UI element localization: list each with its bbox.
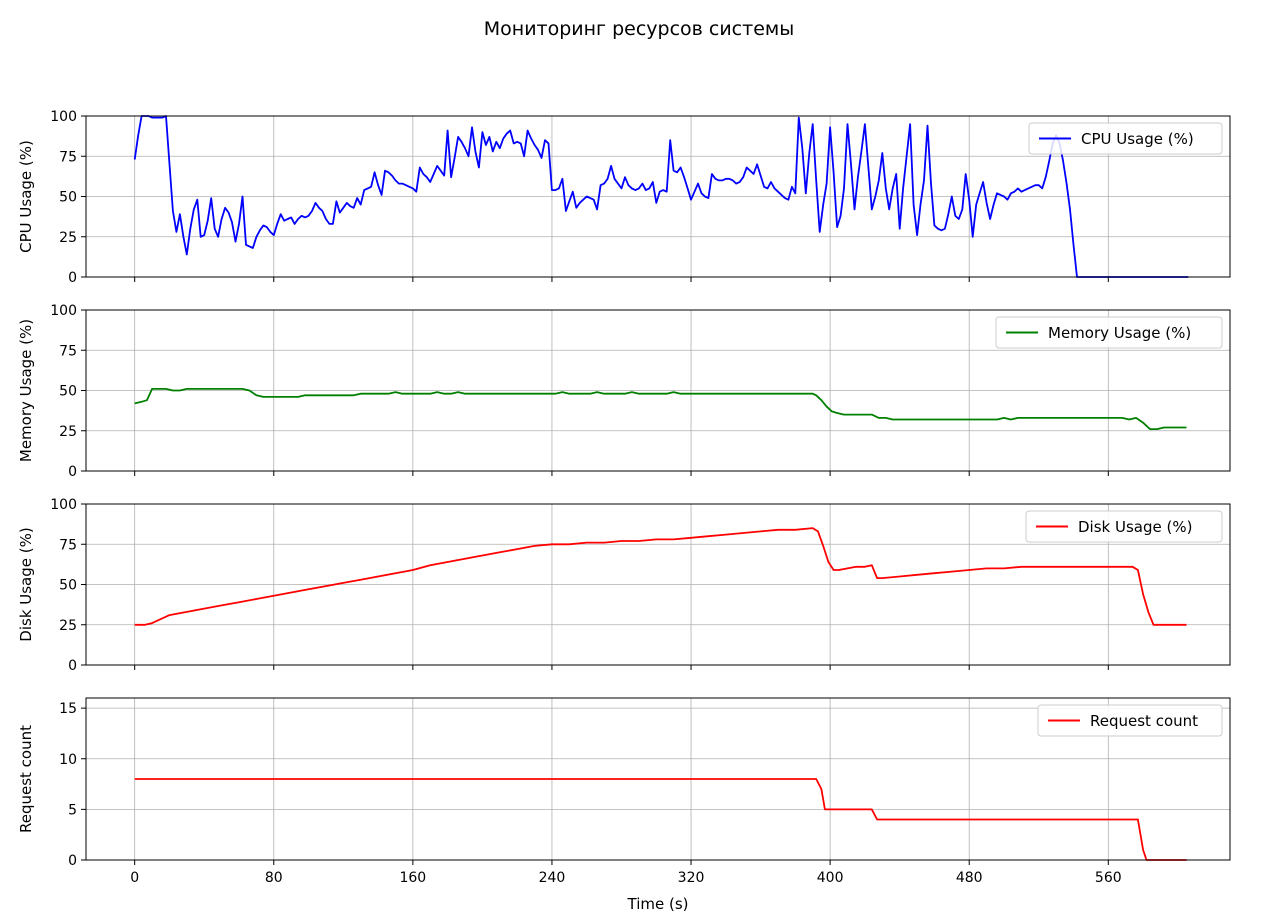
y-tick-label: 5: [68, 802, 77, 818]
chart-title: Мониторинг ресурсов системы: [484, 18, 794, 40]
y-tick-label: 75: [59, 537, 77, 553]
y-tick-label: 0: [68, 658, 77, 674]
x-axis-label: Time (s): [627, 895, 689, 913]
y-tick-label: 100: [50, 303, 77, 319]
legend-label: Request count: [1090, 712, 1198, 730]
x-tick-label: 80: [265, 870, 283, 886]
y-tick-label: 100: [50, 109, 77, 125]
y-tick-label: 75: [59, 343, 77, 359]
legend: Disk Usage (%): [1025, 510, 1223, 543]
plot-frame: [85, 697, 1231, 861]
x-tick-label: 0: [130, 870, 139, 886]
legend-label: CPU Usage (%): [1081, 130, 1194, 148]
panel-2: 0 25 50 75 100 Memory Usage (%) Memory Usage (…: [17, 303, 1231, 480]
y-tick-label: 25: [59, 230, 77, 246]
y-tick-label: 50: [59, 384, 77, 400]
legend: Memory Usage (%): [995, 316, 1223, 349]
y-tick-label: 0: [68, 464, 77, 480]
series-line: [134, 527, 1187, 626]
y-axis-label: Disk Usage (%): [17, 527, 35, 641]
y-tick-label: 15: [59, 701, 77, 717]
series-line: [134, 388, 1187, 430]
y-axis-label: CPU Usage (%): [17, 140, 35, 253]
series-line: [133, 115, 1189, 278]
series-line: [134, 778, 1187, 861]
legend-box: [1025, 510, 1223, 543]
x-tick-label: 400: [817, 870, 844, 886]
y-tick-label: 50: [59, 190, 77, 206]
x-tick-label: 160: [399, 870, 426, 886]
legend-label: Memory Usage (%): [1048, 324, 1191, 342]
y-tick-label: 100: [50, 497, 77, 513]
panel-4: 0 80 160 240 320 400 480 560 0 5 10 15 Request count…: [17, 697, 1231, 886]
y-tick-label: 25: [59, 424, 77, 440]
legend-box: [995, 316, 1223, 349]
legend-box: [1037, 704, 1223, 737]
x-tick-label: 560: [1095, 870, 1122, 886]
panel-1: 0 25 50 75 100 CPU Usage (%) CPU Usage (%): [17, 109, 1231, 286]
x-tick-label: 480: [956, 870, 983, 886]
legend: CPU Usage (%): [1028, 122, 1223, 155]
y-tick-label: 75: [59, 149, 77, 165]
legend-box: [1028, 122, 1223, 155]
y-tick-label: 0: [68, 853, 77, 869]
y-tick-label: 25: [59, 618, 77, 634]
legend-label: Disk Usage (%): [1078, 518, 1192, 536]
y-tick-label: 0: [68, 270, 77, 286]
x-tick-label: 320: [678, 870, 705, 886]
y-axis-label: Request count: [17, 725, 35, 833]
panel-3: 0 25 50 75 100 Disk Usage (%) Disk Usage (%): [17, 497, 1231, 674]
legend: Request count: [1037, 704, 1223, 737]
y-tick-label: 50: [59, 578, 77, 594]
y-tick-label: 10: [59, 752, 77, 768]
y-axis-label: Memory Usage (%): [17, 319, 35, 462]
x-tick-label: 240: [539, 870, 566, 886]
